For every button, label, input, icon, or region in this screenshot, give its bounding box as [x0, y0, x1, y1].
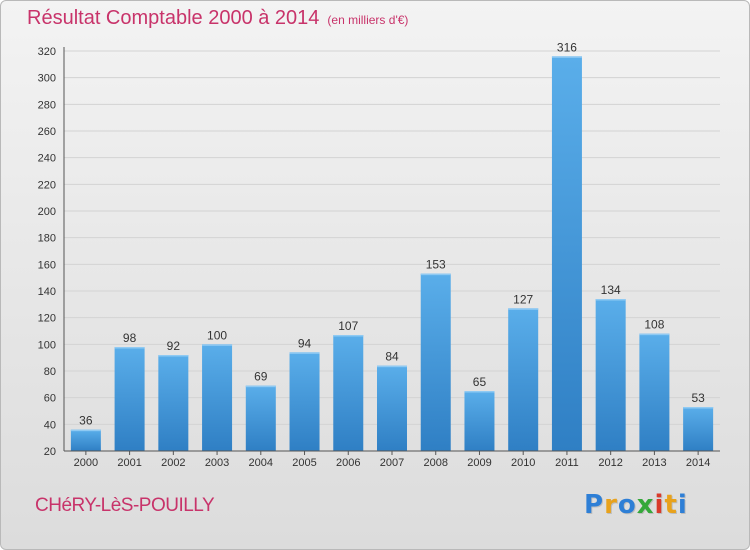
- x-tick-label-2011: 2011: [555, 457, 579, 469]
- x-tick-label-2013: 2013: [642, 457, 666, 469]
- y-tick-label: 100: [38, 339, 56, 351]
- bar-highlight: [202, 344, 233, 346]
- x-tick-label-2002: 2002: [161, 457, 185, 469]
- y-axis-ticks: 20 40 60 80 100 120 140 160 180 200 220 240 260 280 30…: [38, 46, 56, 458]
- x-tick-label-2004: 2004: [249, 457, 273, 469]
- chart-title: Résultat Comptable 2000 à 2014 (en millie…: [27, 7, 408, 30]
- y-tick-label: 220: [38, 179, 56, 191]
- x-tick-label-2001: 2001: [117, 457, 141, 469]
- bar-highlight: [595, 299, 626, 301]
- value-labels: 36 98 92 100 69 94 107 84 153 65 127 316 134 108 53: [79, 40, 705, 427]
- y-tick-label: 140: [38, 286, 56, 298]
- y-tick-label: 200: [38, 206, 56, 218]
- value-label-2005: 94: [298, 336, 312, 350]
- y-tick-label: 40: [44, 419, 56, 431]
- value-label-2000: 36: [79, 414, 93, 428]
- y-tick-label: 300: [38, 73, 56, 85]
- x-tick-label-2008: 2008: [423, 457, 447, 469]
- bar-2001: [114, 347, 145, 451]
- bar-2010: [508, 308, 539, 451]
- value-label-2006: 107: [338, 319, 358, 333]
- y-tick-label: 240: [38, 153, 56, 165]
- bar-highlight: [420, 273, 451, 276]
- bar-highlight: [508, 308, 539, 310]
- value-label-2011: 316: [557, 40, 577, 54]
- y-tick-label: 60: [44, 393, 56, 405]
- logo-letter: i: [677, 490, 688, 520]
- logo-letter: x: [636, 490, 655, 520]
- bar-2009: [464, 391, 495, 451]
- chart-title-text: Résultat Comptable 2000 à 2014: [27, 7, 320, 29]
- value-label-2007: 84: [385, 350, 399, 364]
- value-label-2004: 69: [254, 370, 268, 384]
- logo-letter: i: [654, 490, 665, 520]
- logo-letter: o: [617, 490, 637, 520]
- bar-highlight: [551, 56, 582, 58]
- bar-2000: [70, 429, 101, 451]
- bar-2006: [333, 335, 364, 451]
- y-tick-label: 120: [38, 313, 56, 325]
- x-tick-label-2014: 2014: [686, 457, 710, 469]
- bar-highlight: [158, 355, 189, 357]
- bar-2012: [595, 299, 626, 451]
- bar-2014: [683, 407, 714, 451]
- bar-2008: [420, 273, 451, 451]
- value-label-2001: 98: [123, 331, 137, 345]
- bar-highlight: [377, 365, 407, 368]
- y-tick-label: 260: [38, 126, 56, 138]
- value-label-2012: 134: [601, 283, 621, 297]
- bar-highlight: [464, 391, 495, 393]
- value-label-2002: 92: [167, 339, 181, 353]
- axes: [63, 47, 720, 452]
- bar-highlight: [114, 347, 145, 349]
- bar-2011: [551, 56, 582, 451]
- value-label-2009: 65: [473, 375, 487, 389]
- x-tick-label-2006: 2006: [336, 457, 360, 469]
- x-tick-label-2000: 2000: [74, 457, 98, 469]
- chart-subtitle: (en milliers d'€): [327, 13, 409, 27]
- bars: [70, 56, 714, 451]
- value-label-2010: 127: [513, 292, 533, 306]
- value-label-2013: 108: [644, 318, 664, 332]
- bar-highlight: [289, 352, 320, 354]
- x-tick-label-2005: 2005: [292, 457, 316, 469]
- value-label-2003: 100: [207, 328, 227, 342]
- x-axis-ticks: 2000 2001 2002 2003 2004 2005 2006 2007 2008 2009…: [74, 451, 710, 469]
- value-label-2014: 53: [691, 391, 705, 405]
- x-tick-label-2003: 2003: [205, 457, 229, 469]
- bar-2003: [202, 344, 233, 451]
- logo-letter: t: [664, 490, 678, 520]
- bar-highlight: [683, 407, 714, 409]
- bar-2005: [289, 352, 320, 451]
- value-label-2008: 153: [426, 258, 446, 272]
- bar-highlight: [639, 333, 670, 336]
- x-tick-label-2012: 2012: [598, 457, 622, 469]
- x-tick-label-2007: 2007: [380, 457, 404, 469]
- x-tick-label-2010: 2010: [511, 457, 535, 469]
- bar-2013: [639, 333, 670, 451]
- bar-2004: [245, 385, 276, 451]
- proxiti-logo: Proxiti: [584, 490, 688, 520]
- bar-2002: [158, 355, 189, 451]
- bar-highlight: [70, 429, 101, 432]
- logo-letter: r: [604, 490, 618, 520]
- bar-2007: [377, 365, 407, 451]
- logo-letter: P: [584, 490, 605, 520]
- y-tick-label: 280: [38, 99, 56, 111]
- y-tick-label: 160: [38, 259, 56, 271]
- bar-highlight: [333, 335, 364, 337]
- y-tick-label: 80: [44, 366, 56, 378]
- x-tick-label-2009: 2009: [467, 457, 491, 469]
- y-tick-label: 180: [38, 233, 56, 245]
- place-name: CHéRY-LèS-POUILLY: [35, 495, 215, 516]
- y-tick-label: 320: [38, 46, 56, 58]
- bar-highlight: [245, 385, 276, 388]
- y-tick-label: 20: [44, 446, 56, 458]
